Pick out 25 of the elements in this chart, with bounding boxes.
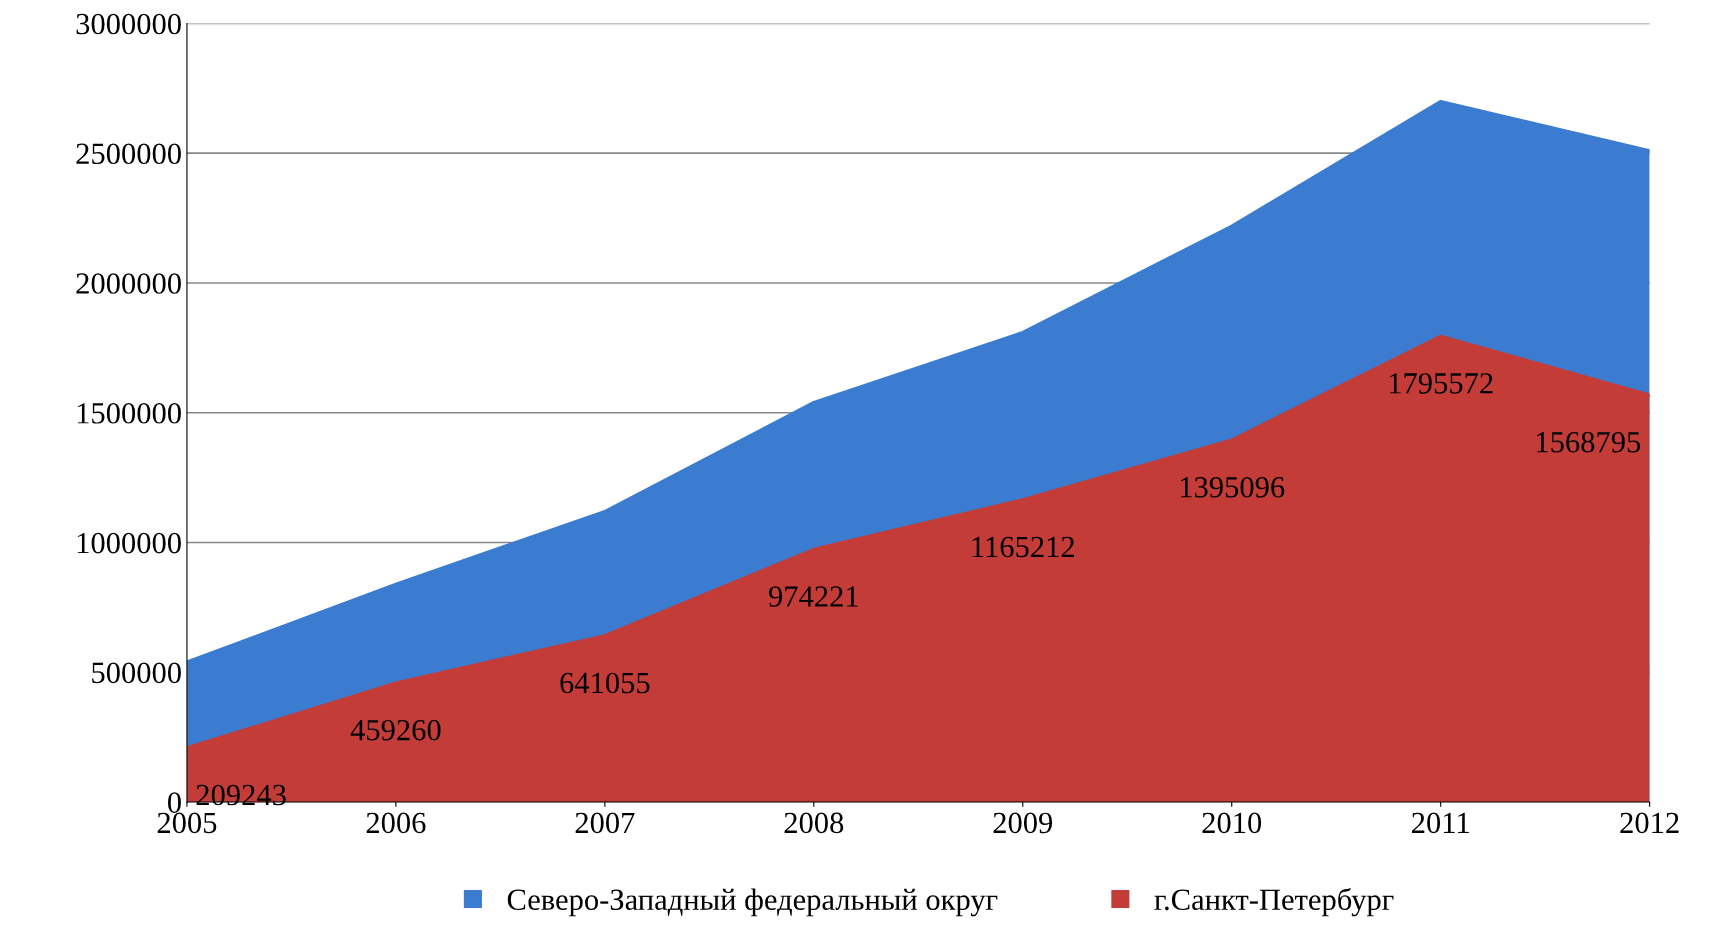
- y-tick-label: 1000000: [77, 532, 181, 554]
- x-tick-label: 2011: [1412, 812, 1469, 834]
- legend-label: Северо-Западный федеральный округ: [507, 888, 998, 917]
- x-tick-label: 2006: [366, 812, 426, 834]
- data-label: 209243: [196, 784, 286, 806]
- data-label: 1395096: [1180, 476, 1285, 498]
- y-tick-label: 1500000: [77, 403, 181, 424]
- y-tick-label: 3000000: [76, 13, 181, 35]
- x-tick-label: 2009: [993, 812, 1053, 834]
- x-tick-label: 2005: [157, 812, 217, 834]
- legend-label: г.Санкт-Петербург: [1154, 887, 1394, 917]
- data-label: 459260: [350, 719, 441, 741]
- y-tick-label: 500000: [92, 662, 181, 684]
- x-tick-label: 2007: [575, 812, 635, 834]
- y-tick-label: 2000000: [76, 273, 181, 294]
- x-tick-label: 2010: [1202, 812, 1262, 834]
- y-tick-label: 2500000: [76, 143, 181, 165]
- data-label: 641055: [560, 672, 650, 694]
- data-label: 1568795: [1537, 431, 1641, 453]
- data-label: 1795572: [1389, 373, 1493, 394]
- data-label: 974221: [768, 586, 858, 607]
- y-tick-label: 0: [167, 792, 181, 813]
- x-tick-label: 2008: [784, 812, 844, 834]
- data-label: 1165212: [972, 536, 1074, 558]
- x-tick-label: 2012: [1620, 812, 1679, 834]
